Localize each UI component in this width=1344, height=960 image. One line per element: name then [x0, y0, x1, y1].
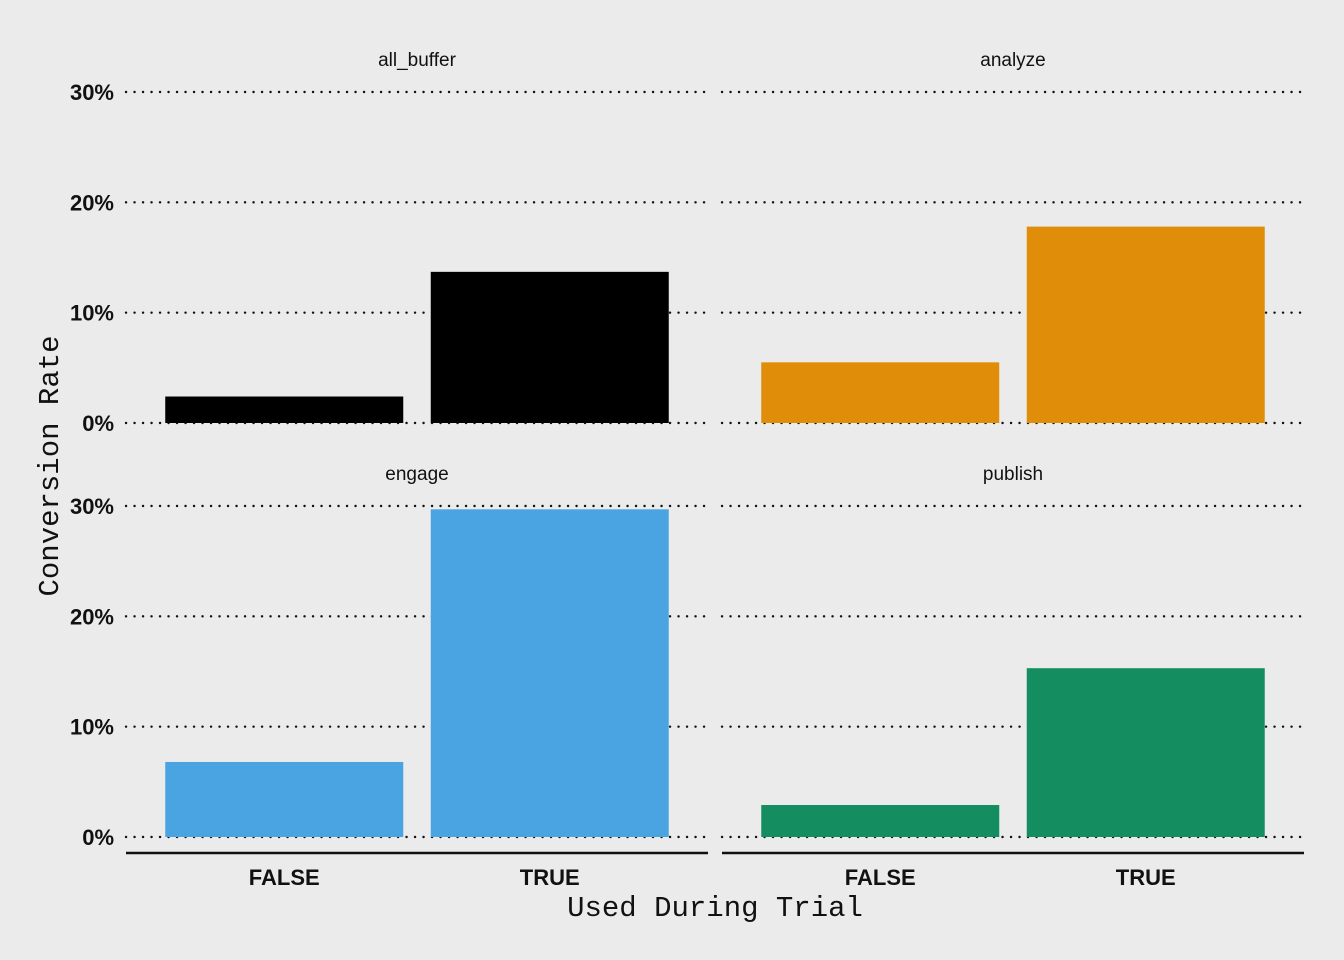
y-tick-label: 10% — [70, 301, 114, 326]
bar-analyze-true — [1026, 226, 1265, 423]
x-tick-label: TRUE — [520, 865, 580, 890]
x-tick-label: FALSE — [845, 865, 916, 890]
x-tick-label: TRUE — [1116, 865, 1176, 890]
y-tick-label: 30% — [70, 494, 114, 519]
facet-title-publish: publish — [983, 464, 1043, 485]
bar-publish-false — [761, 805, 1000, 837]
facet-title-all_buffer: all_buffer — [378, 50, 456, 71]
facet-title-engage: engage — [385, 464, 448, 485]
bar-analyze-false — [761, 362, 1000, 423]
bar-engage-true — [430, 509, 669, 837]
bar-engage-false — [165, 761, 404, 837]
bar-publish-true — [1026, 668, 1265, 837]
y-tick-label: 20% — [70, 190, 114, 215]
bar-all_buffer-true — [430, 271, 669, 423]
x-axis-title: Used During Trial — [567, 892, 863, 925]
y-tick-label: 0% — [82, 411, 114, 436]
plot-area: all_buffer 0% 10% 20% 30% analyze engage 0% 10% 2… — [70, 50, 1306, 890]
facet-title-analyze: analyze — [980, 50, 1046, 71]
y-axis-title: Conversion Rate — [34, 335, 67, 596]
x-tick-label: FALSE — [249, 865, 320, 890]
y-tick-label: 30% — [70, 80, 114, 105]
y-tick-label: 0% — [82, 825, 114, 850]
bar-all_buffer-false — [165, 396, 404, 423]
y-tick-label: 10% — [70, 715, 114, 740]
y-tick-label: 20% — [70, 604, 114, 629]
